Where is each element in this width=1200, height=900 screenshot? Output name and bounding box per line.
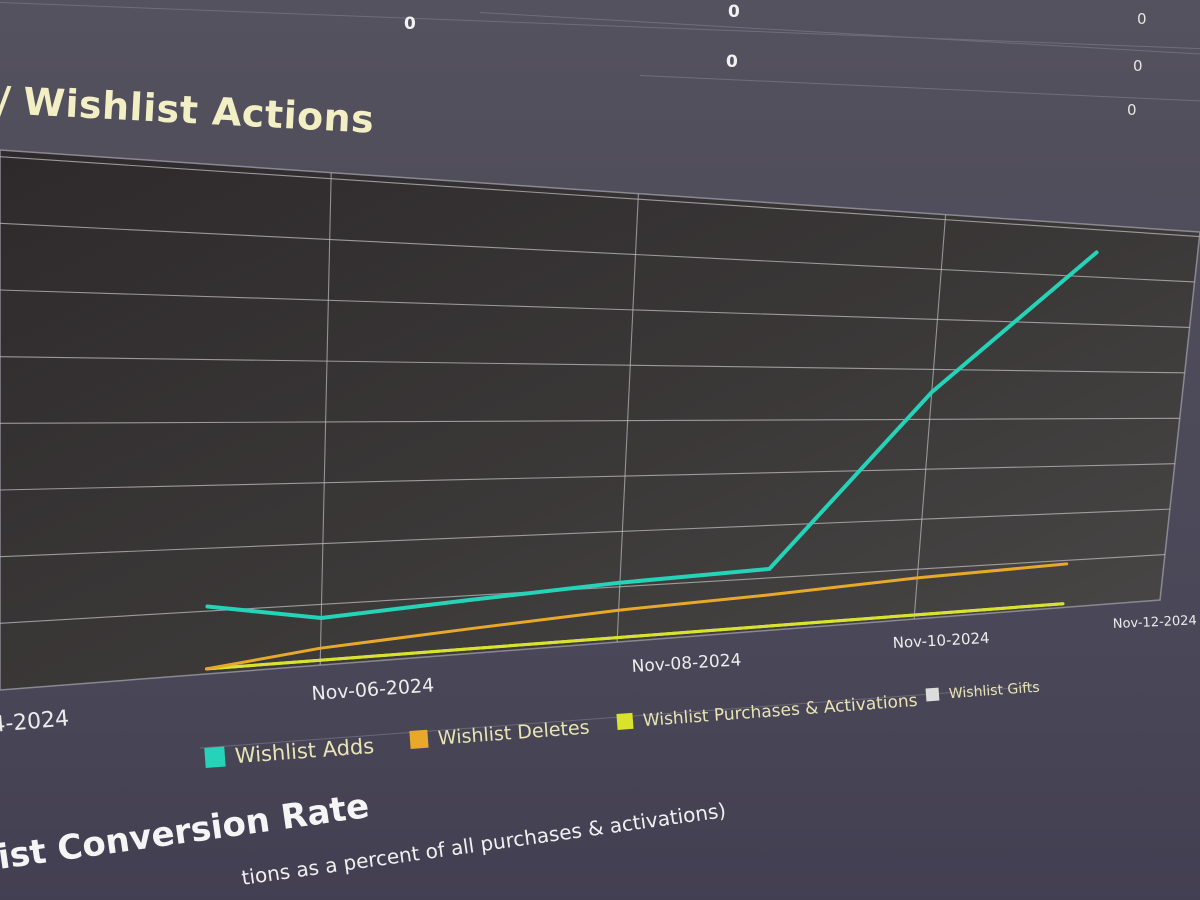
chart-legend: Wishlist Adds Wishlist Deletes Wishlist Pu… — [199, 680, 1040, 768]
plot-area — [0, 149, 1200, 691]
gridline-vertical — [616, 193, 639, 643]
x-tick-label: Nov-10-2024 — [892, 629, 990, 652]
gridline-horizontal — [0, 156, 1200, 238]
legend-swatch — [616, 712, 634, 730]
series-lines — [205, 250, 1099, 671]
legend-item: Wishlist Purchases & Activations — [616, 691, 918, 731]
legend-item: Wishlist Adds — [204, 734, 375, 768]
x-tick-label: 4-2024 — [0, 706, 70, 738]
gridline-horizontal — [0, 508, 1170, 558]
series-line — [205, 562, 1069, 671]
gridline-vertical — [913, 214, 947, 620]
legend-swatch — [204, 746, 226, 768]
legend-label: Wishlist Purchases & Activations — [642, 691, 918, 731]
table-cell-value: 0 — [1133, 57, 1143, 75]
gridline-horizontal — [0, 289, 1190, 328]
vertical-gridlines — [319, 172, 947, 666]
x-tick-label: Nov-08-2024 — [631, 650, 742, 677]
legend-item: Wishlist Deletes — [409, 717, 590, 750]
horizontal-gridlines — [0, 156, 1200, 624]
legend-label: Wishlist Gifts — [948, 680, 1040, 703]
table-cell-value: 0 — [726, 52, 738, 72]
legend-swatch — [409, 729, 429, 749]
summary-table: 0 0 0 0 0 0 — [0, 0, 1200, 140]
legend-label: Wishlist Deletes — [437, 717, 590, 750]
table-cell-value: 0 — [728, 2, 740, 22]
x-tick-label: Nov-12-2024 — [1113, 613, 1198, 632]
legend-swatch — [925, 687, 940, 702]
legend-item: Wishlist Gifts — [925, 680, 1040, 703]
series-line — [205, 250, 1099, 620]
table-cell-value: 0 — [1137, 10, 1147, 28]
table-cell-value: 0 — [1127, 101, 1137, 119]
series-line — [205, 602, 1065, 671]
legend-label: Wishlist Adds — [234, 734, 375, 768]
gridline-horizontal — [0, 463, 1175, 491]
table-cell-value: 0 — [404, 14, 416, 34]
gridline-horizontal — [0, 222, 1195, 283]
gridline-vertical — [319, 172, 332, 666]
gridline-horizontal — [0, 356, 1185, 374]
x-tick-label: Nov-06-2024 — [311, 674, 435, 705]
gridline-horizontal — [0, 417, 1180, 424]
